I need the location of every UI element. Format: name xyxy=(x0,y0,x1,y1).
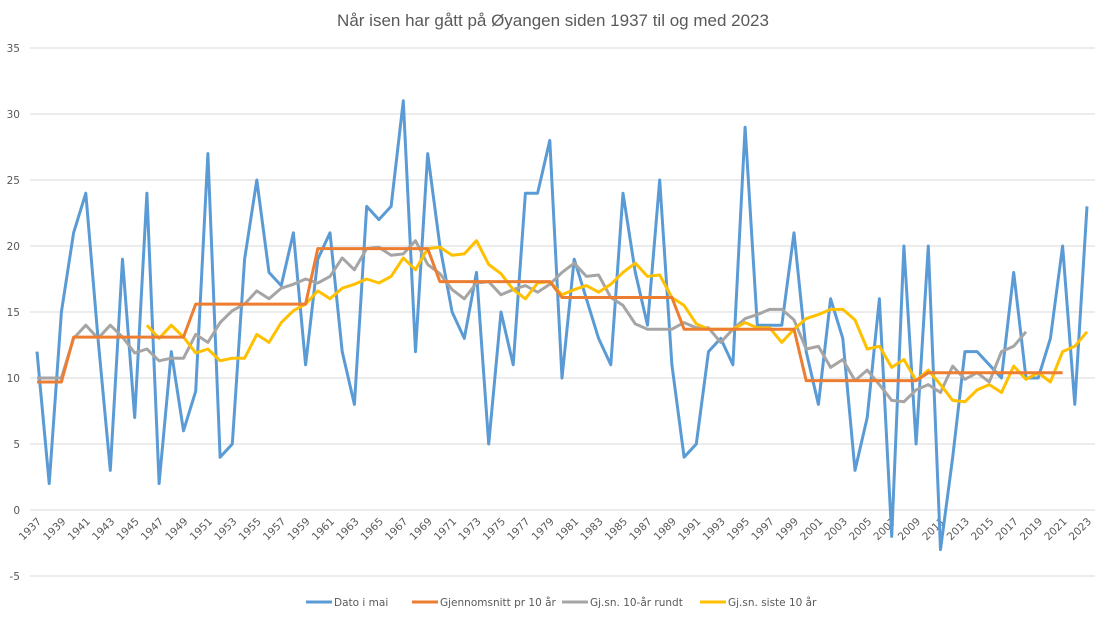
y-tick-label: 35 xyxy=(7,43,20,55)
x-tick-label: 2001 xyxy=(798,516,825,543)
legend-label: Dato i mai xyxy=(334,597,388,609)
legend-label: Gjennomsnitt pr 10 år xyxy=(440,596,557,609)
x-tick-label: 2015 xyxy=(969,516,996,543)
x-tick-label: 2017 xyxy=(993,516,1020,543)
legend-item: Gjennomsnitt pr 10 år xyxy=(412,596,557,609)
y-tick-label: 20 xyxy=(7,241,20,253)
x-tick-label: 1961 xyxy=(310,516,337,543)
legend-item: Gj.sn. 10-år rundt xyxy=(562,596,683,609)
x-tick-label: 1971 xyxy=(432,516,459,543)
legend-label: Gj.sn. 10-år rundt xyxy=(590,596,683,609)
x-tick-label: 1991 xyxy=(676,516,703,543)
legend-item: Gj.sn. siste 10 år xyxy=(700,596,817,609)
x-tick-label: 2003 xyxy=(823,516,850,543)
x-tick-label: 1939 xyxy=(41,516,68,543)
x-tick-label: 2019 xyxy=(1018,516,1045,543)
x-tick-label: 2007 xyxy=(871,516,898,543)
x-tick-label: 1945 xyxy=(114,516,141,543)
legend-item: Dato i mai xyxy=(306,597,388,609)
y-tick-label: 10 xyxy=(7,373,20,385)
x-tick-label: 2023 xyxy=(1067,516,1094,543)
x-tick-label: 1955 xyxy=(236,516,263,543)
x-tick-label: 1947 xyxy=(139,516,166,543)
x-tick-label: 1965 xyxy=(359,516,386,543)
x-tick-label: 1995 xyxy=(725,516,752,543)
x-tick-label: 1977 xyxy=(505,516,532,543)
x-tick-label: 1943 xyxy=(90,516,117,543)
chart-title: Når isen har gått på Øyangen siden 1937 … xyxy=(337,11,769,30)
x-tick-label: 1975 xyxy=(481,516,508,543)
gridlines xyxy=(30,47,1095,577)
x-tick-label: 2021 xyxy=(1042,516,1069,543)
x-tick-label: 1963 xyxy=(334,516,361,543)
y-axis-ticks: -5 0 5 10 15 20 25 30 35 xyxy=(7,43,20,583)
x-tick-label: 1993 xyxy=(700,516,727,543)
x-tick-label: 1997 xyxy=(749,516,776,543)
y-tick-label: 15 xyxy=(7,307,20,319)
x-tick-label: 1937 xyxy=(17,516,44,543)
x-tick-label: 1949 xyxy=(163,516,190,543)
x-tick-label: 1957 xyxy=(261,516,288,543)
y-tick-label: 5 xyxy=(13,439,20,451)
x-tick-label: 1981 xyxy=(554,516,581,543)
legend: Dato i mai Gjennomsnitt pr 10 år Gj.sn. 10… xyxy=(306,596,817,609)
x-tick-label: 1989 xyxy=(652,516,679,543)
series-lines xyxy=(35,99,1089,552)
y-tick-label: -5 xyxy=(10,571,20,583)
series-line-1 xyxy=(35,99,1089,552)
x-tick-label: 1999 xyxy=(774,516,801,543)
legend-label: Gj.sn. siste 10 år xyxy=(728,596,817,609)
x-tick-label: 1951 xyxy=(188,516,215,543)
x-tick-label: 2009 xyxy=(896,516,923,543)
x-tick-label: 1973 xyxy=(456,516,483,543)
x-tick-label: 1941 xyxy=(66,516,93,543)
x-axis-ticks: 1937193919411943194519471949195119531955… xyxy=(17,516,1094,543)
x-tick-label: 1979 xyxy=(530,516,557,543)
x-tick-label: 1987 xyxy=(627,516,654,543)
y-tick-label: 30 xyxy=(7,109,20,121)
y-tick-label: 0 xyxy=(13,505,20,517)
x-tick-label: 1985 xyxy=(603,516,630,543)
x-tick-label: 1953 xyxy=(212,516,239,543)
x-tick-label: 1969 xyxy=(407,516,434,543)
y-tick-label: 25 xyxy=(7,175,20,187)
x-tick-label: 1959 xyxy=(285,516,312,543)
x-tick-label: 2005 xyxy=(847,516,874,543)
x-tick-label: 1967 xyxy=(383,516,410,543)
series-line-2 xyxy=(37,247,1063,384)
x-tick-label: 2013 xyxy=(945,516,972,543)
x-tick-label: 1983 xyxy=(578,516,605,543)
